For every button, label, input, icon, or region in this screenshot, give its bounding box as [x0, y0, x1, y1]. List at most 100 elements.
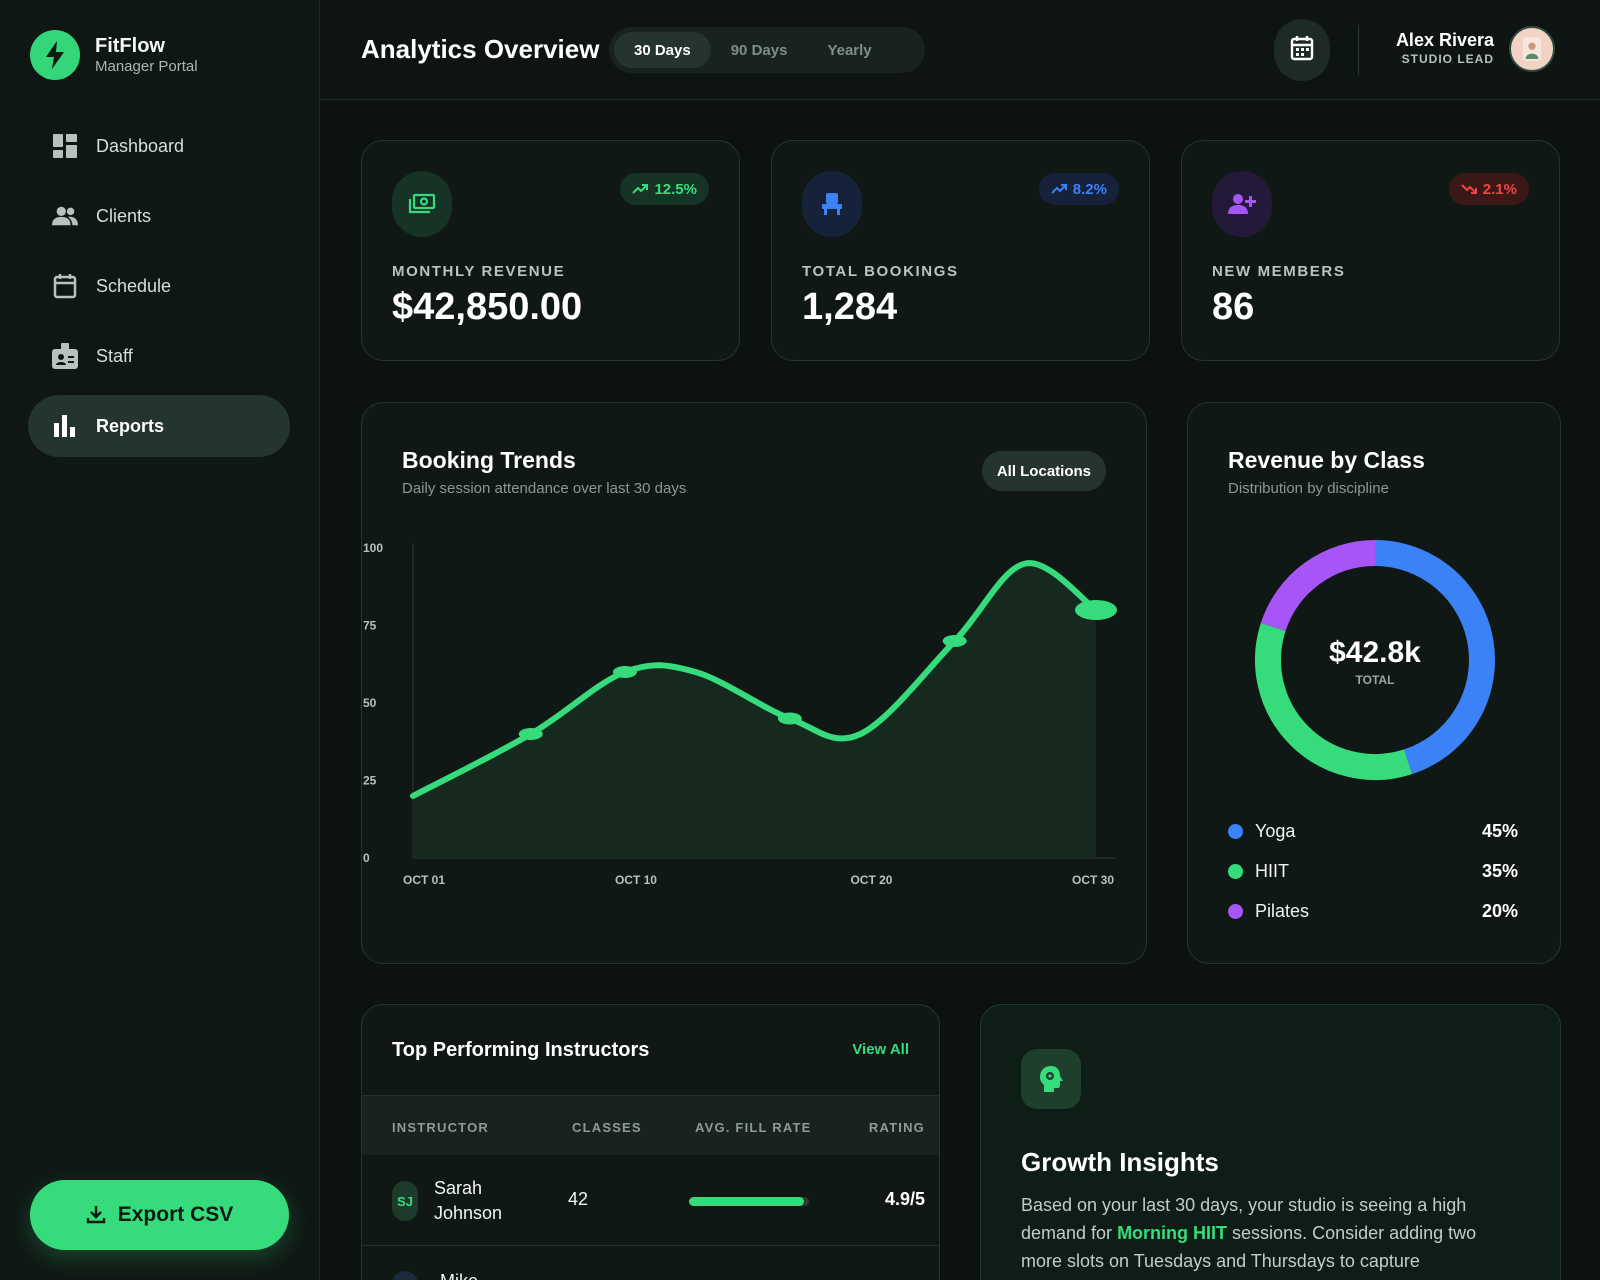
legend-dot: [1228, 823, 1243, 839]
tab-90-days[interactable]: 90 Days: [730, 41, 788, 59]
insights-text: sessions. Consider adding two more slots…: [1021, 1223, 1477, 1280]
export-csv-label: Export CSV: [117, 1203, 234, 1226]
x-tick-label: OCT 30: [1072, 873, 1114, 887]
insights-title: Growth Insights: [1021, 1147, 1219, 1177]
avatar[interactable]: [1509, 26, 1555, 72]
sidebar-item-staff[interactable]: Staff: [28, 325, 290, 387]
legend-pct: 35%: [1481, 860, 1518, 881]
sidebar-item-label: Reports: [96, 415, 165, 436]
page-title: Analytics Overview: [361, 34, 600, 64]
brand-subtitle: Manager Portal: [95, 58, 198, 75]
growth-insights-panel: Growth Insights Based on your last 30 da…: [980, 1004, 1561, 1280]
instructor-name: Sarah Johnson: [434, 1178, 503, 1223]
data-point: [1075, 600, 1117, 620]
trend-down-icon: [1461, 184, 1477, 194]
x-tick-label: OCT 20: [850, 873, 892, 887]
members-change-value: 2.1%: [1482, 180, 1517, 198]
y-tick-label: 25: [363, 774, 377, 788]
instructor-initials: SJ: [392, 1181, 418, 1221]
legend-name: Yoga: [1255, 820, 1296, 841]
tab-yearly[interactable]: Yearly: [827, 41, 872, 59]
instructor-classes: 42: [568, 1189, 589, 1209]
users-icon: [52, 203, 78, 229]
top-instructors-title: Top Performing Instructors: [392, 1039, 650, 1061]
stat-value: 1,284: [802, 286, 898, 328]
stat-label: MONTHLY REVENUE: [392, 263, 566, 280]
insights-body: Based on your last 30 days, your studio …: [1021, 1191, 1521, 1280]
sidebar: FitFlow Manager Portal Dashboard Clients…: [0, 0, 320, 1280]
sidebar-nav: Dashboard Clients Schedule Staff Reports: [28, 115, 290, 465]
sidebar-item-label: Schedule: [96, 275, 172, 296]
booking-trends-title: Booking Trends: [402, 447, 576, 473]
donut-slice-yoga: [1374, 540, 1495, 775]
trend-up-icon: [1051, 184, 1067, 194]
calendar-icon: [1290, 35, 1314, 66]
stat-label: TOTAL BOOKINGS: [802, 263, 959, 280]
sidebar-item-schedule[interactable]: Schedule: [28, 255, 290, 317]
column-header: RATING: [868, 1120, 925, 1135]
table-header: INSTRUCTOR CLASSES AVG. FILL RATE RATING: [362, 1095, 939, 1155]
add-user-icon: [1212, 171, 1272, 237]
bookings-change-badge: 8.2%: [1038, 173, 1119, 205]
legend-pct: 20%: [1481, 900, 1518, 921]
sidebar-item-reports[interactable]: Reports: [28, 395, 290, 457]
legend-dot: [1228, 903, 1243, 919]
stat-card-bookings: 8.2% TOTAL BOOKINGS 1,284: [771, 140, 1150, 361]
user-role: STUDIO LEAD: [1401, 52, 1494, 66]
badge-icon: [52, 343, 78, 369]
location-filter-button[interactable]: All Locations: [981, 451, 1106, 491]
header: Analytics Overview 30 Days 90 Days Yearl…: [321, 0, 1600, 100]
top-instructors-panel: Top Performing Instructors View All INST…: [361, 1004, 940, 1280]
x-tick-label: OCT 10: [615, 873, 657, 887]
legend-item-pilates: Pilates 20%: [1228, 899, 1518, 923]
insights-text: Based on your last 30 days, your studio …: [1021, 1195, 1467, 1243]
donut-total-label: TOTAL: [1356, 673, 1395, 687]
donut-slice-pilates: [1260, 540, 1376, 632]
bookings-change-value: 8.2%: [1072, 180, 1107, 198]
sidebar-item-dashboard[interactable]: Dashboard: [28, 115, 290, 177]
instructor-name: Mike: [440, 1269, 530, 1280]
column-header: INSTRUCTOR: [392, 1120, 489, 1135]
instructor-rating: 4.9/5: [884, 1189, 925, 1209]
series-area: [413, 563, 1096, 858]
stat-label: NEW MEMBERS: [1212, 263, 1346, 280]
sidebar-item-clients[interactable]: Clients: [28, 185, 290, 247]
legend-name: Pilates: [1255, 900, 1310, 921]
fill-rate-bar: [689, 1197, 809, 1206]
y-tick-label: 0: [363, 851, 370, 865]
view-all-link[interactable]: View All: [852, 1041, 909, 1058]
calendar-icon: [52, 273, 78, 299]
fill-rate-bar-value: [689, 1197, 805, 1206]
seat-icon: [802, 171, 862, 237]
sidebar-item-label: Staff: [96, 345, 133, 366]
stat-value: 86: [1212, 286, 1255, 328]
date-range-tabs: 30 Days 90 Days Yearly: [609, 27, 925, 73]
revenue-change-badge: 12.5%: [620, 173, 709, 205]
booking-trends-subtitle: Daily session attendance over last 30 da…: [402, 480, 687, 497]
data-point: [777, 712, 802, 725]
cash-icon: [392, 171, 452, 237]
download-icon: [86, 1204, 106, 1227]
legend-item-hiit: HIIT 35%: [1228, 859, 1518, 883]
user-name: Alex Rivera: [1395, 30, 1494, 50]
calendar-button[interactable]: [1274, 19, 1330, 81]
tab-30-days[interactable]: 30 Days: [614, 32, 711, 68]
instructor-initials: [392, 1271, 418, 1280]
data-point: [518, 728, 543, 740]
export-csv-button[interactable]: Export CSV: [30, 1180, 289, 1250]
revenue-donut-chart: $42.8k TOTAL: [1255, 540, 1495, 780]
donut-slice-hiit: [1255, 622, 1413, 780]
insights-highlight: Morning HIIT: [1117, 1223, 1228, 1243]
stat-card-revenue: 12.5% MONTHLY REVENUE $42,850.00: [361, 140, 740, 361]
booking-trends-chart: 0 25 50 75 100 OCT 01 OCT 10 OCT 20 OCT 30: [363, 541, 1117, 887]
legend-item-yoga: Yoga 45%: [1228, 819, 1518, 843]
table-row[interactable]: Mike: [362, 1247, 939, 1280]
revenue-by-class-title: Revenue by Class: [1228, 447, 1425, 473]
lightning-bolt-icon: [30, 30, 80, 80]
column-header: CLASSES: [572, 1120, 642, 1135]
x-tick-label: OCT 01: [403, 873, 445, 887]
brain-gear-icon: [1021, 1049, 1081, 1109]
revenue-by-class-panel: Revenue by Class Distribution by discipl…: [1187, 402, 1561, 964]
table-row[interactable]: SJ Sarah Johnson 42 4.9/5: [362, 1156, 939, 1246]
y-tick-label: 100: [363, 541, 383, 555]
